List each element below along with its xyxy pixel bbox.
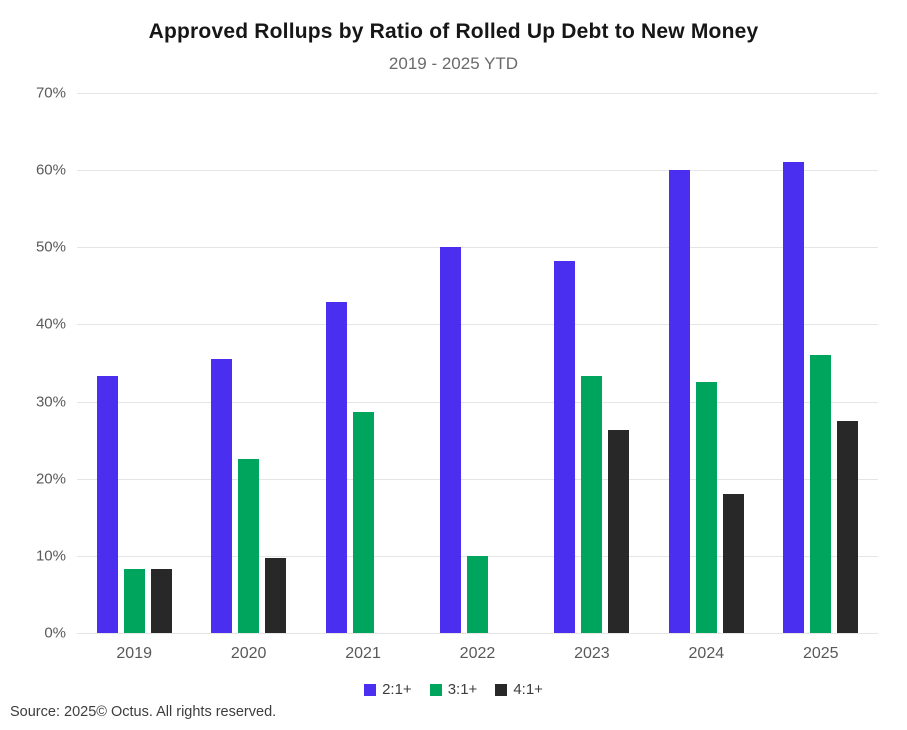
x-axis: 2019 2020 2021 2022 2023 2024 2025 <box>77 645 878 663</box>
bar-2023-2-1- <box>554 261 576 633</box>
legend-label: 2:1+ <box>382 681 412 698</box>
legend: 2:1+ 3:1+ 4:1+ <box>0 681 907 698</box>
bar-2024-3-1- <box>695 382 717 633</box>
bar-2023-3-1- <box>581 376 603 633</box>
gridline <box>77 324 878 326</box>
bar-2025-2-1- <box>783 161 805 633</box>
bar-group-2021 <box>306 93 420 633</box>
legend-item-4-1-: 4:1+ <box>495 681 543 698</box>
bar-group-2019 <box>77 93 191 633</box>
legend-item-3-1-: 3:1+ <box>429 681 478 698</box>
bar-group-2022 <box>420 93 534 633</box>
bar-group-2023 <box>535 93 649 633</box>
bar-2021-2-1- <box>325 302 347 633</box>
bar-2022-3-1- <box>466 555 488 633</box>
plot-area <box>77 93 878 634</box>
gridline <box>77 401 878 403</box>
y-tick-label: 70% <box>35 84 66 102</box>
legend-label: 3:1+ <box>447 681 478 698</box>
x-tick-label-2023: 2023 <box>574 645 610 662</box>
bar-2022-2-1- <box>439 247 461 633</box>
bar-group-2024 <box>649 93 763 633</box>
x-tick-label-2021: 2021 <box>345 645 381 662</box>
bar-2023-4-1- <box>608 430 630 633</box>
y-tick-label: 20% <box>35 470 66 488</box>
gridline <box>77 633 878 634</box>
page-subtitle: 2019 - 2025 YTD <box>388 54 519 73</box>
bar-2021-3-1- <box>352 412 374 633</box>
bar-series-container <box>77 93 878 633</box>
legend-swatch-icon <box>495 683 508 696</box>
bar-2025-4-1- <box>837 420 859 633</box>
legend-item-2-1-: 2:1+ <box>364 681 412 698</box>
bar-2020-3-1- <box>238 459 260 633</box>
bar-group-2020 <box>191 93 305 633</box>
gridline <box>77 247 878 249</box>
legend-swatch-icon <box>364 683 377 696</box>
bar-2020-2-1- <box>211 359 233 633</box>
y-tick-label: 30% <box>35 393 66 411</box>
page-title: Approved Rollups by Ratio of Rolled Up D… <box>148 20 759 43</box>
y-axis: 0% 10% 20% 30% 40% 50% 60% 70% <box>0 85 66 642</box>
bar-2025-3-1- <box>810 355 832 633</box>
y-tick-label: 40% <box>35 315 66 333</box>
bar-group-2025 <box>764 93 878 633</box>
y-tick-label: 10% <box>35 547 66 565</box>
x-tick-label-2022: 2022 <box>459 645 496 662</box>
x-tick-label-2025: 2025 <box>802 645 839 662</box>
bar-2019-2-1- <box>96 376 118 633</box>
bar-2024-2-1- <box>668 170 690 633</box>
legend-swatch-icon <box>429 683 442 696</box>
legend-label: 4:1+ <box>513 681 543 698</box>
bar-2019-4-1- <box>150 568 172 633</box>
y-tick-label: 50% <box>35 238 66 256</box>
bar-2020-4-1- <box>265 558 287 633</box>
bar-2019-3-1- <box>123 568 145 633</box>
x-tick-label-2024: 2024 <box>688 645 725 662</box>
y-tick-label: 60% <box>35 161 66 179</box>
gridline <box>77 93 878 94</box>
bar-2024-4-1- <box>722 494 744 633</box>
y-tick-label: 0% <box>44 624 66 642</box>
x-tick-label-2019: 2019 <box>116 645 152 662</box>
gridline <box>77 478 878 480</box>
x-tick-label-2020: 2020 <box>230 645 267 662</box>
source-note: Source: 2025© Octus. All rights reserved… <box>10 704 277 720</box>
gridline <box>77 170 878 172</box>
